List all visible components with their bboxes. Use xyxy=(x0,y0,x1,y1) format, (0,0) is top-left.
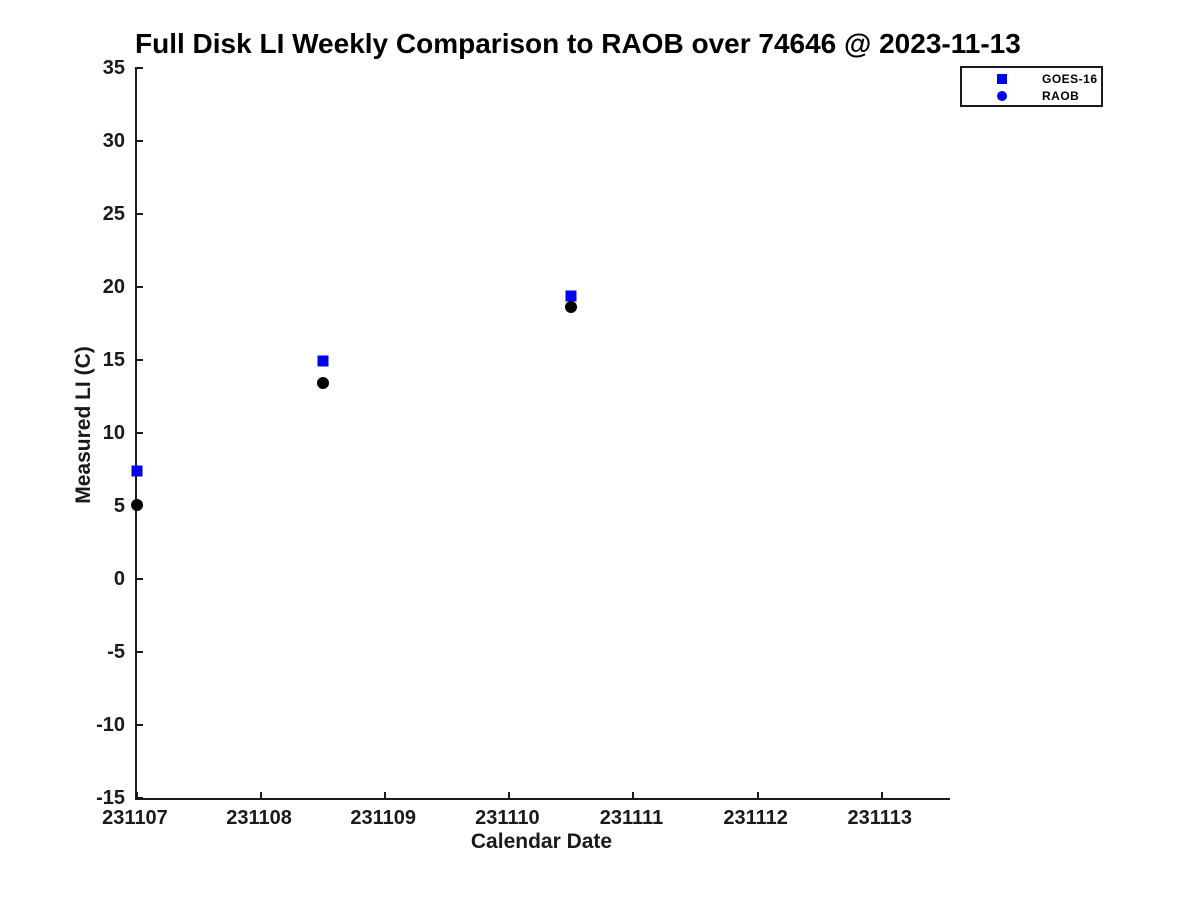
y-axis-tick xyxy=(135,140,143,142)
y-axis-tick xyxy=(135,359,143,361)
x-tick-label: 231109 xyxy=(350,807,417,829)
data-point-goes-16 xyxy=(317,355,329,367)
x-tick-label: 231112 xyxy=(723,807,788,829)
y-tick-label: -10 xyxy=(96,714,125,736)
legend-item-goes-16: GOES-16 xyxy=(962,71,1101,87)
legend: GOES-16 RAOB xyxy=(960,66,1103,107)
y-axis-tick xyxy=(135,578,143,580)
x-tick-label: 231108 xyxy=(226,807,292,829)
data-point-goes-16 xyxy=(565,290,577,302)
y-tick-label: 15 xyxy=(102,349,125,371)
data-point-raob xyxy=(131,498,143,511)
y-axis-tick xyxy=(135,651,143,653)
y-tick-label: -15 xyxy=(96,787,125,809)
x-axis-label: Calendar Date xyxy=(470,830,613,853)
x-axis-tick xyxy=(260,792,263,800)
y-tick-label: -5 xyxy=(107,641,125,663)
x-tick-label: 231107 xyxy=(102,807,168,829)
x-tick-label: 231113 xyxy=(847,807,912,829)
data-point-raob xyxy=(317,377,330,390)
legend-item-raob: RAOB xyxy=(962,88,1101,104)
y-axis-tick xyxy=(135,213,143,215)
x-axis-tick xyxy=(508,792,511,800)
y-tick-label: 0 xyxy=(113,568,125,590)
chart-title: Full Disk LI Weekly Comparison to RAOB o… xyxy=(135,28,1021,59)
y-tick-label: 25 xyxy=(102,203,125,225)
x-axis-tick xyxy=(756,792,759,800)
legend-marker-box xyxy=(962,91,1042,101)
x-axis-tick xyxy=(632,792,635,800)
y-axis-tick xyxy=(135,797,143,799)
y-tick-label: 20 xyxy=(102,276,125,298)
y-axis-tick xyxy=(135,432,143,434)
x-tick-label: 231110 xyxy=(475,807,540,829)
y-tick-label: 35 xyxy=(102,57,125,79)
x-axis-tick xyxy=(384,792,387,800)
plot-area xyxy=(131,67,950,800)
legend-circle-icon xyxy=(997,91,1007,101)
x-axis-tick xyxy=(136,792,138,800)
data-point-raob xyxy=(565,301,578,314)
y-tick-label: 10 xyxy=(102,422,125,444)
y-axis-tick xyxy=(135,67,143,69)
legend-item-label: RAOB xyxy=(1042,89,1080,103)
y-tick-label: 30 xyxy=(102,130,125,152)
legend-marker-box xyxy=(962,74,1042,84)
legend-square-icon xyxy=(997,74,1007,84)
legend-item-label: GOES-16 xyxy=(1042,72,1098,86)
y-axis-tick xyxy=(135,724,143,726)
y-axis-tick xyxy=(135,286,143,288)
x-axis-tick xyxy=(880,792,883,800)
data-point-goes-16 xyxy=(131,465,143,477)
y-tick-label: 5 xyxy=(113,495,125,517)
x-tick-label: 231111 xyxy=(599,807,664,829)
